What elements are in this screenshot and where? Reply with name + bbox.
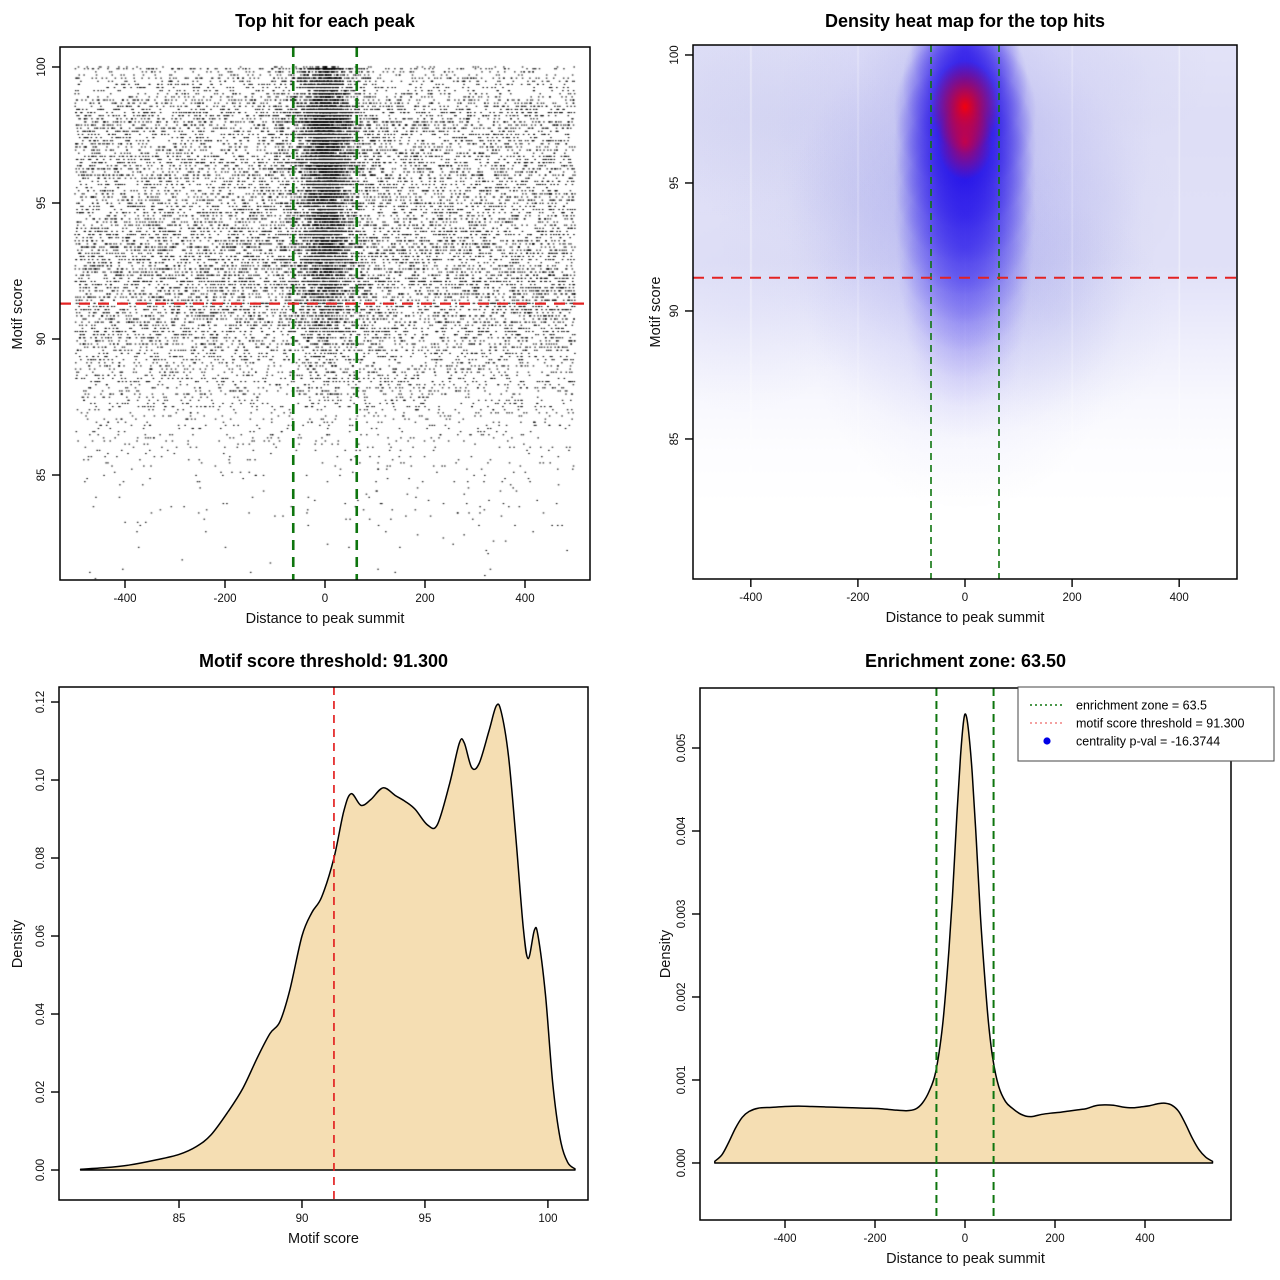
x-tick-label: -400 [113, 593, 136, 605]
x-tick-label: -200 [846, 592, 869, 604]
x-tick-label: -200 [863, 1233, 886, 1245]
x-tick-label: 200 [1062, 592, 1081, 604]
y-axis-label: Motif score [10, 278, 26, 349]
y-tick-label: 0.00 [35, 1159, 47, 1181]
y-tick-label: 90 [36, 333, 48, 346]
legend-item-label: motif score threshold = 91.300 [1076, 717, 1245, 731]
legend: enrichment zone = 63.5 motif score thresh… [1017, 686, 1275, 762]
panel-enrichment-zone-density: -400 -200 0 200 400 0.000 0.001 0.002 0.003 0.004… [640, 640, 1280, 1280]
x-tick-label: 400 [1170, 592, 1189, 604]
x-tick-label: 85 [173, 1213, 186, 1225]
x-tick-label: 400 [1135, 1233, 1154, 1245]
legend-item-label: centrality p-val = -16.3744 [1076, 735, 1220, 749]
x-axis-label: Distance to peak summit [886, 1251, 1045, 1267]
y-tick-label: 95 [36, 197, 48, 210]
y-tick-label: 0.005 [676, 734, 688, 763]
y-tick-label: 100 [669, 45, 681, 64]
scatter-points-canvas [0, 0, 640, 640]
y-tick-label: 0.08 [35, 847, 47, 869]
y-axis-label: Density [10, 919, 26, 968]
heatmap-axes-svg: -400 -200 0 200 400 85 90 95 100 [669, 44, 1238, 604]
y-tick-label: 0.000 [676, 1149, 688, 1178]
heatmap-canvas [640, 0, 1280, 640]
x-axis-label: Motif score [288, 1231, 359, 1247]
x-tick-label: -400 [739, 592, 762, 604]
plot-box [59, 46, 591, 581]
y-tick-label: 0.04 [35, 1002, 47, 1025]
x-tick-label: 100 [538, 1213, 557, 1225]
y-tick-label: 0.10 [35, 769, 47, 791]
x-axis-label: Distance to peak summit [885, 610, 1045, 626]
x-tick-label: -200 [213, 593, 236, 605]
plot-box [699, 687, 1232, 1221]
x-tick-label: 0 [962, 592, 968, 604]
y-tick-label: 0.001 [676, 1066, 688, 1095]
x-tick-label: 95 [419, 1213, 432, 1225]
x-tick-label: -400 [773, 1233, 796, 1245]
score-density-svg: 85 90 95 100 0.00 0.02 0.04 0.06 0.08 0.10 0.12 [35, 686, 589, 1225]
scatter-axes-svg: -400 -200 0 200 400 85 90 95 100 [36, 46, 591, 605]
density-curve [79, 703, 576, 1171]
x-tick-label: 200 [1045, 1233, 1064, 1245]
y-tick-label: 85 [669, 433, 681, 446]
y-tick-label: 85 [36, 469, 48, 482]
panel-title: Enrichment zone: 63.50 [864, 651, 1067, 671]
plot-box [58, 686, 589, 1201]
x-tick-label: 0 [962, 1233, 968, 1245]
x-tick-label: 200 [415, 593, 434, 605]
y-tick-label: 90 [669, 305, 681, 318]
panel-title: Density heat map for the top hits [824, 11, 1106, 31]
legend-pvalue-dot-icon [1043, 737, 1051, 745]
y-tick-label: 0.003 [676, 900, 688, 929]
plot-box [692, 44, 1238, 580]
panel-density-heatmap: -400 -200 0 200 400 85 90 95 100 Density heat ma… [640, 0, 1280, 640]
y-tick-label: 100 [36, 57, 48, 76]
panel-motif-score-density: 85 90 95 100 0.00 0.02 0.04 0.06 0.08 0.10 0.12 Mo… [0, 640, 640, 1280]
density-curve [714, 713, 1214, 1164]
y-tick-label: 0.02 [35, 1081, 47, 1103]
legend-box [1017, 686, 1275, 762]
y-tick-label: 0.06 [35, 925, 47, 947]
y-tick-label: 0.004 [676, 816, 688, 845]
x-axis-label: Distance to peak summit [245, 611, 405, 627]
y-tick-label: 0.12 [35, 691, 47, 713]
panel-title: Motif score threshold: 91.300 [198, 651, 449, 671]
legend-item-label: enrichment zone = 63.5 [1076, 699, 1207, 713]
distance-density-svg: -400 -200 0 200 400 0.000 0.001 0.002 0.003 0.004… [676, 686, 1275, 1245]
x-tick-label: 400 [515, 593, 534, 605]
panel-title: Top hit for each peak [235, 11, 415, 31]
x-tick-label: 0 [322, 593, 328, 605]
y-tick-label: 0.002 [676, 983, 688, 1012]
y-axis-label: Motif score [648, 276, 664, 348]
panel-top-hit-scatter: -400 -200 0 200 400 85 90 95 100 Top hit for eac… [0, 0, 640, 640]
y-axis-label: Density [658, 929, 674, 979]
y-tick-label: 95 [669, 177, 681, 190]
x-tick-label: 90 [296, 1213, 309, 1225]
